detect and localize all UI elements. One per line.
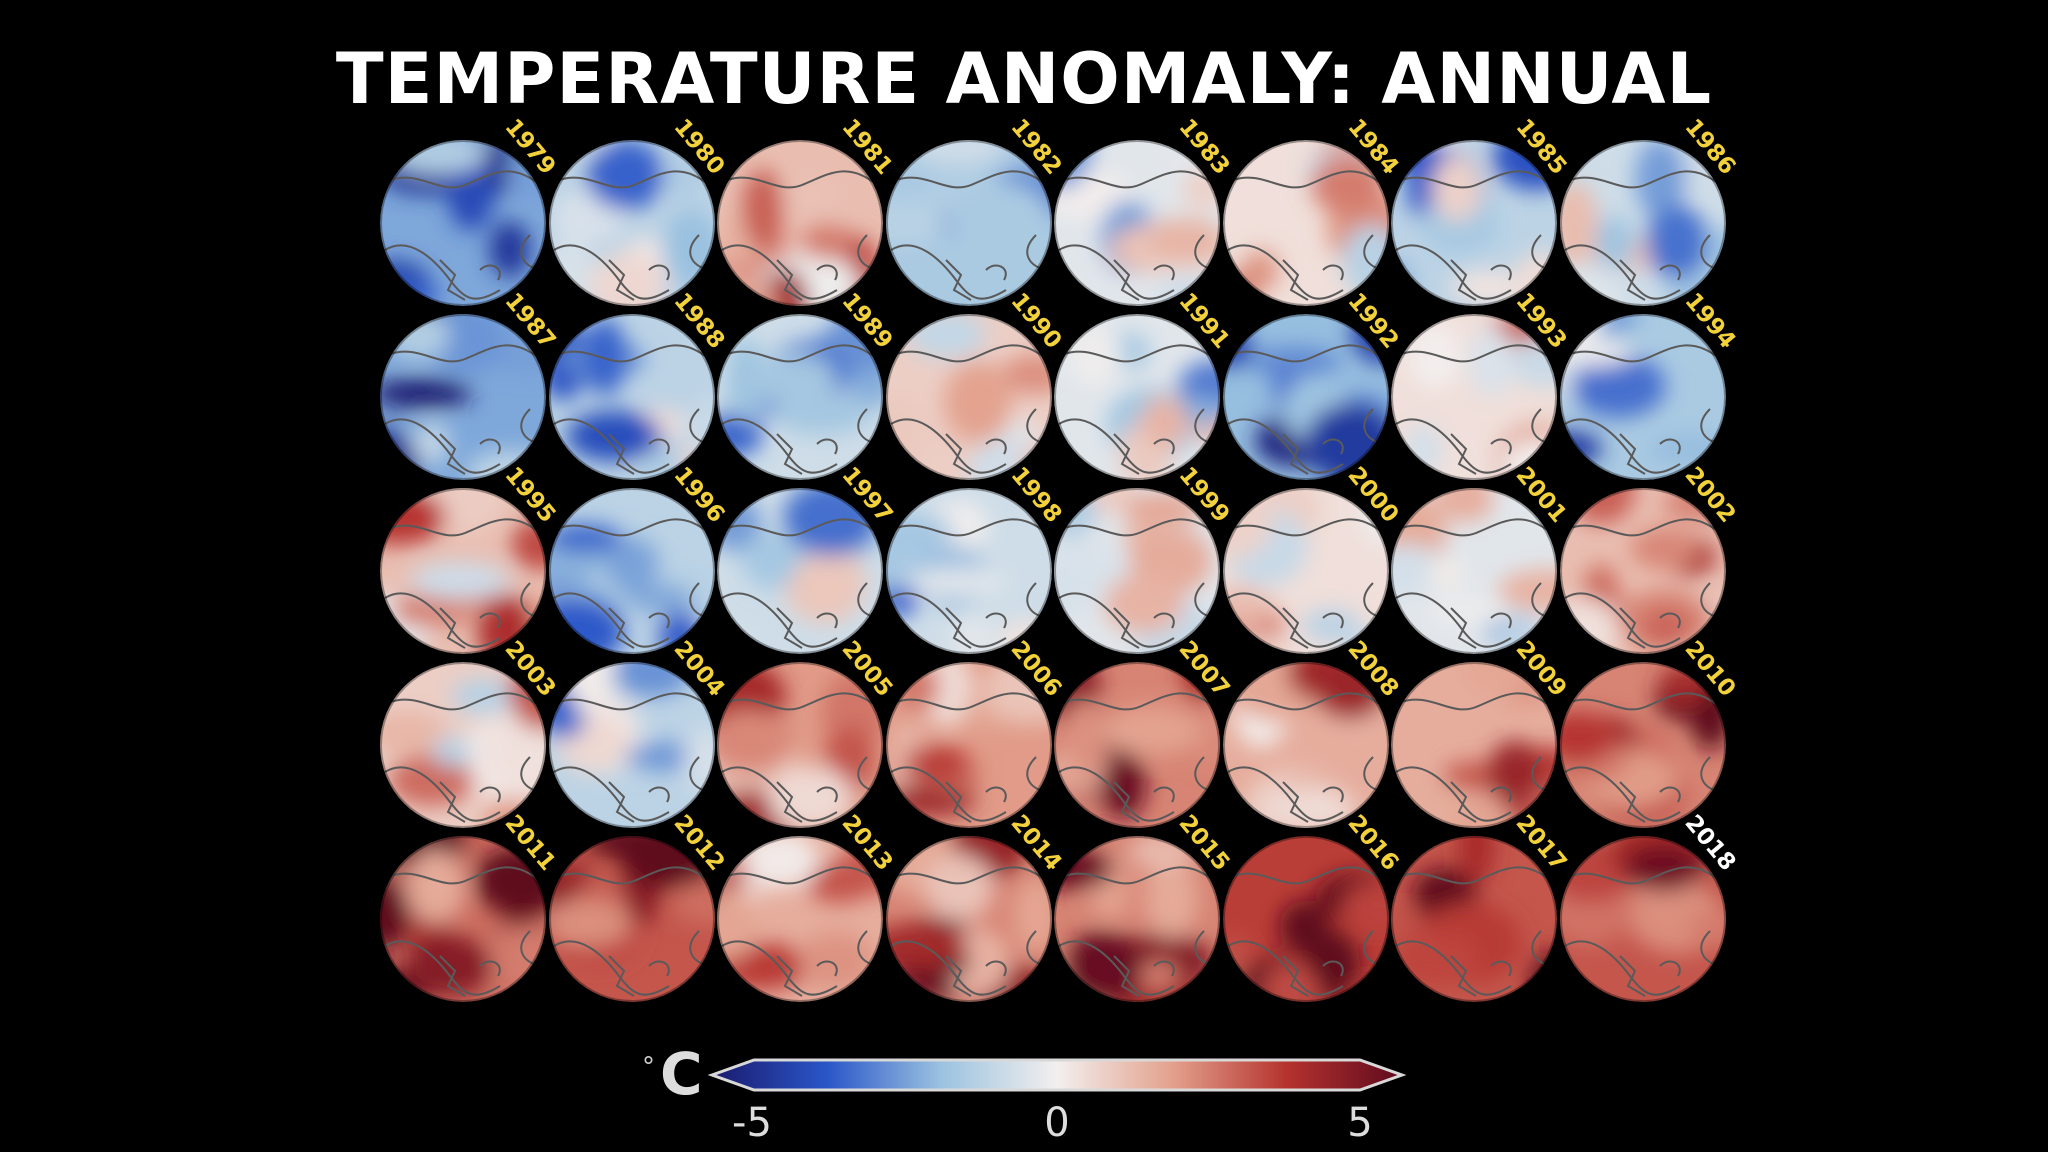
polar-map xyxy=(886,836,1052,1002)
anomaly-map-2017 xyxy=(1391,836,1557,1002)
polar-map xyxy=(1560,488,1726,654)
anomaly-map-1980 xyxy=(549,140,715,306)
anomaly-map-2007 xyxy=(1054,662,1220,828)
anomaly-map-2002 xyxy=(1560,488,1726,654)
anomaly-map-1984 xyxy=(1223,140,1389,306)
polar-map xyxy=(886,488,1052,654)
anomaly-map-1990 xyxy=(886,314,1052,480)
anomaly-map-2012 xyxy=(549,836,715,1002)
polar-map xyxy=(1560,314,1726,480)
anomaly-map-1981 xyxy=(717,140,883,306)
polar-map xyxy=(380,662,546,828)
anomaly-map-1991 xyxy=(1054,314,1220,480)
anomaly-map-1997 xyxy=(717,488,883,654)
polar-map xyxy=(1223,662,1389,828)
anomaly-map-2008 xyxy=(1223,662,1389,828)
polar-map xyxy=(1054,836,1220,1002)
polar-map xyxy=(1054,488,1220,654)
polar-map xyxy=(717,836,883,1002)
anomaly-map-2004 xyxy=(549,662,715,828)
polar-map xyxy=(1560,140,1726,306)
anomaly-map-1986 xyxy=(1560,140,1726,306)
anomaly-map-2000 xyxy=(1223,488,1389,654)
map-title: TEMPERATURE ANOMALY: ANNUAL xyxy=(335,38,1713,120)
polar-map xyxy=(1223,140,1389,306)
polar-map xyxy=(1054,662,1220,828)
anomaly-map-1979 xyxy=(380,140,546,306)
polar-map xyxy=(886,140,1052,306)
anomaly-map-2001 xyxy=(1391,488,1557,654)
polar-map xyxy=(549,488,715,654)
polar-map xyxy=(1391,488,1557,654)
anomaly-map-2011 xyxy=(380,836,546,1002)
anomaly-map-1994 xyxy=(1560,314,1726,480)
anomaly-map-2003 xyxy=(380,662,546,828)
polar-map xyxy=(380,314,546,480)
anomaly-map-1983 xyxy=(1054,140,1220,306)
anomaly-map-1982 xyxy=(886,140,1052,306)
anomaly-map-1989 xyxy=(717,314,883,480)
anomaly-map-2005 xyxy=(717,662,883,828)
polar-map xyxy=(1223,836,1389,1002)
anomaly-map-2006 xyxy=(886,662,1052,828)
anomaly-map-1995 xyxy=(380,488,546,654)
polar-map xyxy=(549,314,715,480)
anomaly-map-1988 xyxy=(549,314,715,480)
anomaly-map-1999 xyxy=(1054,488,1220,654)
anomaly-map-1987 xyxy=(380,314,546,480)
anomaly-map-1996 xyxy=(549,488,715,654)
polar-map xyxy=(549,140,715,306)
anomaly-map-2010 xyxy=(1560,662,1726,828)
polar-map xyxy=(1223,314,1389,480)
polar-map xyxy=(1223,488,1389,654)
anomaly-map-2014 xyxy=(886,836,1052,1002)
polar-map xyxy=(549,836,715,1002)
polar-map xyxy=(1391,662,1557,828)
polar-map xyxy=(380,836,546,1002)
polar-map xyxy=(549,662,715,828)
polar-map xyxy=(1054,140,1220,306)
polar-map xyxy=(380,488,546,654)
anomaly-map-2013 xyxy=(717,836,883,1002)
polar-map xyxy=(1054,314,1220,480)
polar-map xyxy=(1560,836,1726,1002)
polar-map xyxy=(886,314,1052,480)
anomaly-map-2018 xyxy=(1560,836,1726,1002)
anomaly-map-1992 xyxy=(1223,314,1389,480)
polar-map xyxy=(380,140,546,306)
anomaly-map-2016 xyxy=(1223,836,1389,1002)
polar-map xyxy=(717,488,883,654)
anomaly-map-2009 xyxy=(1391,662,1557,828)
anomaly-map-1998 xyxy=(886,488,1052,654)
polar-map xyxy=(1391,140,1557,306)
anomaly-map-2015 xyxy=(1054,836,1220,1002)
polar-map xyxy=(886,662,1052,828)
polar-map xyxy=(717,314,883,480)
polar-map xyxy=(717,140,883,306)
polar-map xyxy=(1391,836,1557,1002)
polar-map xyxy=(717,662,883,828)
anomaly-map-1985 xyxy=(1391,140,1557,306)
polar-map xyxy=(1391,314,1557,480)
polar-map xyxy=(1560,662,1726,828)
anomaly-map-1993 xyxy=(1391,314,1557,480)
